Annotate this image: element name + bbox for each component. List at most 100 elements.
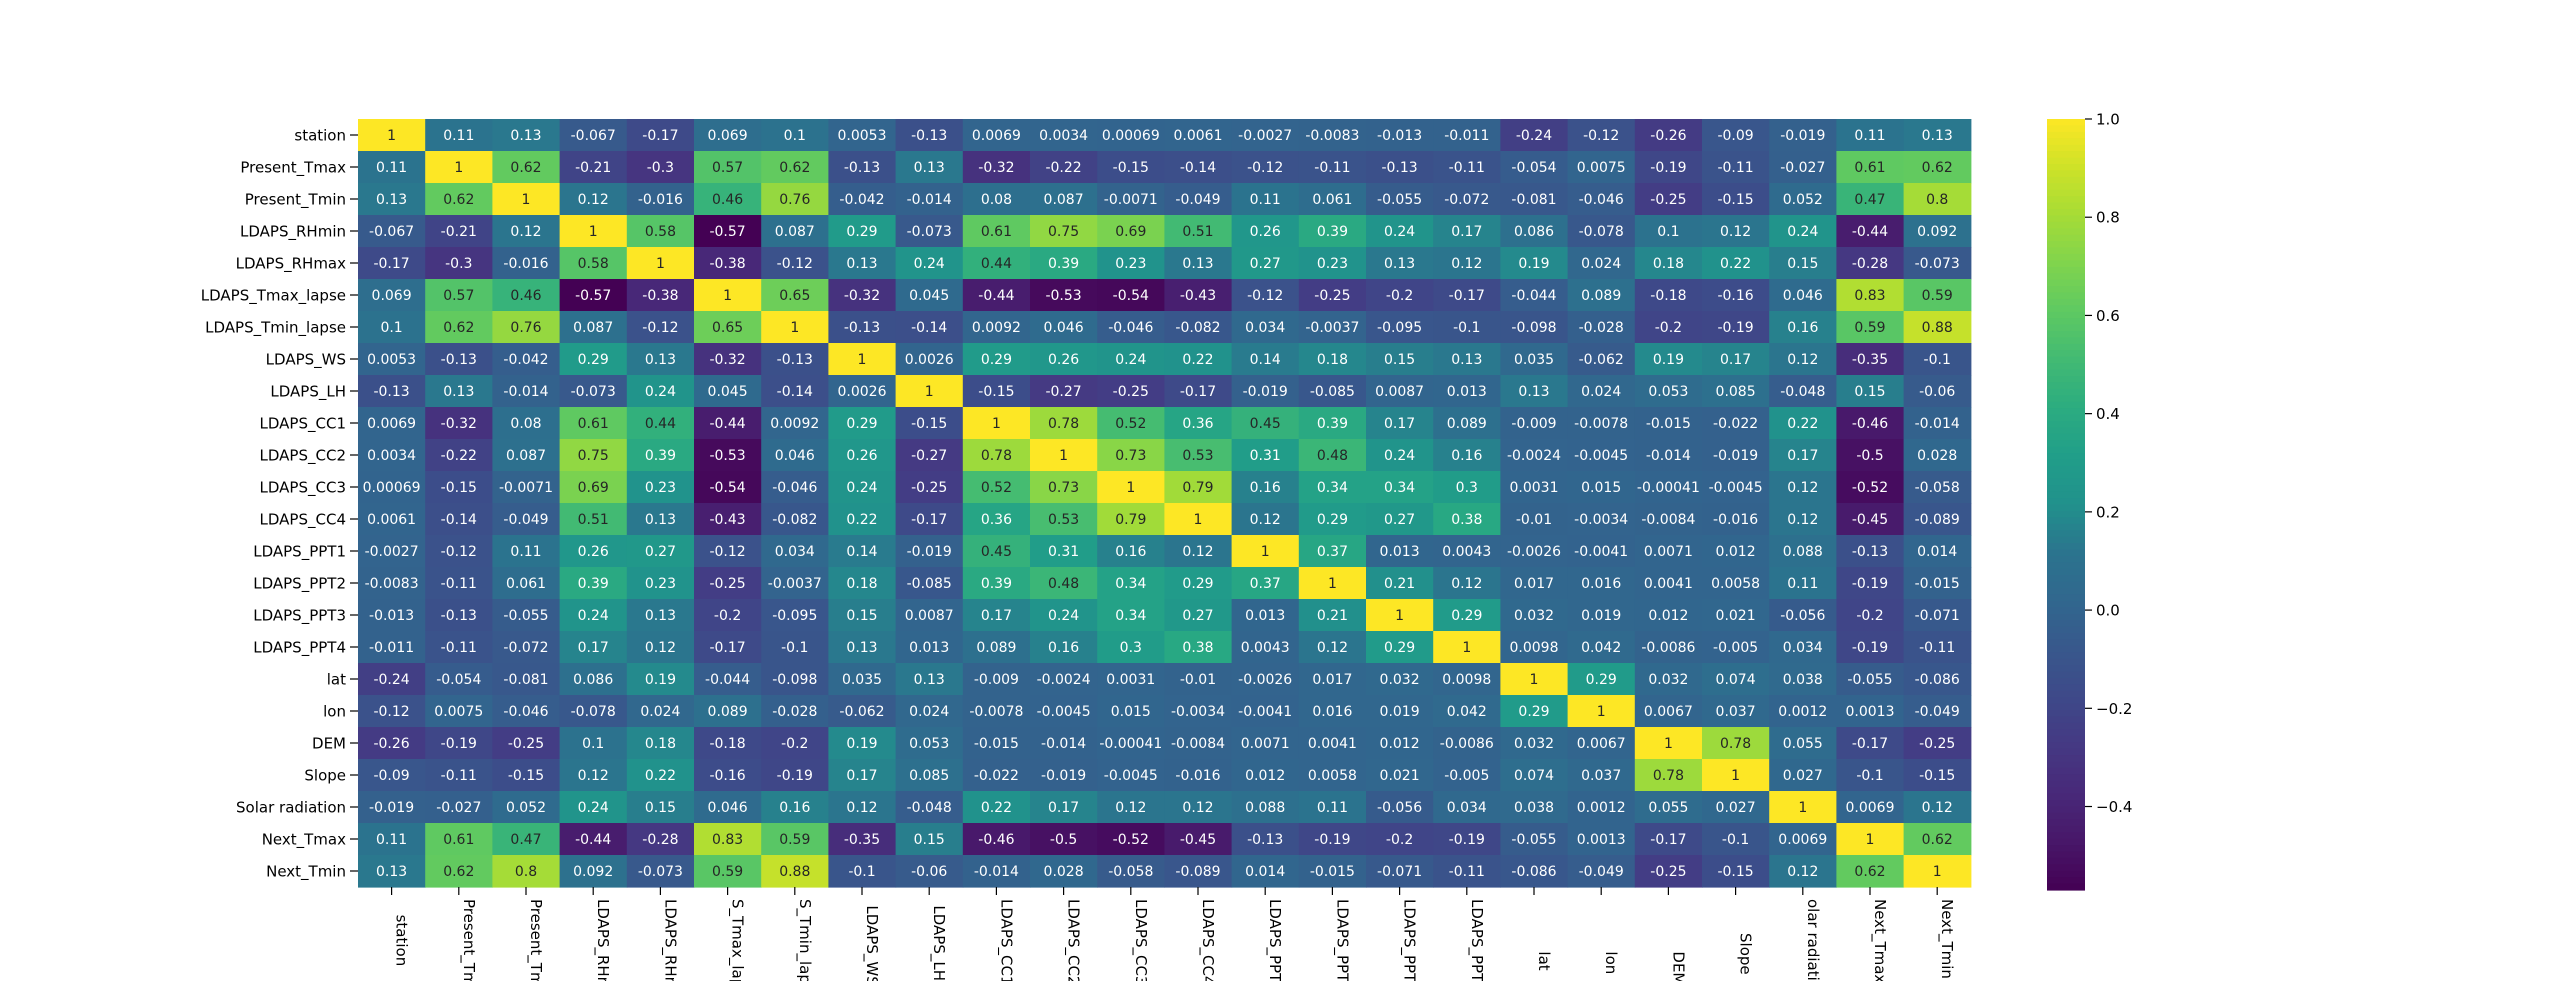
- heatmap-cell: [626, 375, 695, 408]
- cell-annotation: -0.13: [844, 320, 880, 336]
- heatmap-cell: [1097, 311, 1165, 344]
- colorbar-segment: [2047, 478, 2085, 486]
- colorbar-segment: [2047, 575, 2085, 583]
- heatmap-cell: [1433, 311, 1501, 344]
- cell-annotation: 0.39: [1048, 256, 1079, 272]
- heatmap-cell: [425, 279, 493, 312]
- cell-annotation: -0.13: [441, 352, 477, 368]
- colorbar-segment: [2047, 588, 2085, 596]
- heatmap-cell: [1500, 311, 1569, 344]
- heatmap-cell: [1030, 695, 1098, 728]
- cell-annotation: -0.12: [777, 256, 813, 272]
- heatmap-cell: [1769, 695, 1837, 728]
- cell-annotation: -0.081: [1511, 192, 1556, 208]
- cell-annotation: 0.046: [1044, 320, 1084, 336]
- cell-annotation: -0.43: [1180, 288, 1216, 304]
- heatmap-cell: [1500, 439, 1569, 472]
- cell-annotation: 0.12: [1787, 512, 1818, 528]
- cell-annotation: 0.26: [1250, 224, 1281, 240]
- cell-annotation: -0.022: [1713, 416, 1758, 432]
- heatmap-cell: [828, 311, 897, 344]
- heatmap-cell: [1097, 695, 1165, 728]
- heatmap-cell: [895, 759, 964, 792]
- cell-annotation: -0.073: [907, 224, 952, 240]
- y-tick-label: LDAPS_RHmin: [240, 223, 346, 242]
- heatmap-cell: [761, 567, 829, 600]
- heatmap-cell: [358, 375, 426, 408]
- cell-annotation: 0.1: [1657, 224, 1679, 240]
- heatmap-cell: [358, 855, 426, 888]
- colorbar-segment: [2047, 215, 2085, 223]
- colorbar-segment: [2047, 536, 2085, 544]
- cell-annotation: 0.012: [1648, 608, 1688, 624]
- colorbar-segment: [2047, 151, 2085, 159]
- heatmap-cell: [626, 439, 695, 472]
- cell-annotation: -0.0078: [969, 704, 1023, 720]
- heatmap-cell: [1836, 439, 1905, 472]
- cell-annotation: 0.17: [846, 768, 877, 784]
- colorbar-segment: [2047, 163, 2085, 171]
- colorbar-segment: [2047, 812, 2085, 820]
- heatmap-cell: [1366, 215, 1434, 248]
- heatmap-cell: [1836, 855, 1905, 888]
- heatmap-cell: [828, 791, 897, 824]
- cell-annotation: -0.016: [1713, 512, 1758, 528]
- cell-annotation: -0.17: [709, 640, 745, 656]
- heatmap-cell: [1298, 407, 1367, 440]
- cell-annotation: -0.0071: [1104, 192, 1158, 208]
- cell-annotation: 0.24: [846, 480, 877, 496]
- heatmap-cell: [492, 471, 561, 504]
- cell-annotation: 1: [1126, 480, 1135, 496]
- heatmap-cell: [761, 855, 829, 888]
- colorbar-segment: [2047, 877, 2085, 885]
- heatmap-cell: [962, 183, 1031, 216]
- heatmap-cell: [425, 695, 493, 728]
- cell-annotation: -0.2: [1856, 608, 1883, 624]
- cell-annotation: 0.15: [846, 608, 877, 624]
- colorbar-segment: [2047, 851, 2085, 859]
- cell-annotation: 0.12: [1451, 256, 1482, 272]
- cell-annotation: -0.049: [1579, 864, 1624, 880]
- colorbar-segment: [2047, 729, 2085, 737]
- cell-annotation: 0.074: [1716, 672, 1756, 688]
- heatmap-cell: [1298, 567, 1367, 600]
- heatmap-cell: [828, 727, 897, 760]
- heatmap-cell: [1769, 471, 1837, 504]
- cell-annotation: -0.19: [1314, 832, 1350, 848]
- heatmap-cell: [1634, 439, 1703, 472]
- colorbar-segment: [2047, 305, 2085, 313]
- cell-annotation: 0.0034: [1039, 128, 1088, 144]
- colorbar-segment: [2047, 176, 2085, 184]
- heatmap-cell: [1500, 183, 1569, 216]
- heatmap-cell: [761, 823, 829, 856]
- colorbar-segment: [2047, 883, 2085, 891]
- cell-annotation: -0.098: [772, 672, 817, 688]
- colorbar-segment: [2047, 221, 2085, 229]
- heatmap-cell: [962, 855, 1031, 888]
- colorbar-tick-label: 0.0: [2096, 602, 2120, 620]
- cell-annotation: -0.055: [1377, 192, 1422, 208]
- cell-annotation: 0.042: [1581, 640, 1621, 656]
- heatmap-cell: [1231, 407, 1300, 440]
- heatmap-cell: [828, 215, 897, 248]
- heatmap-cell: [1702, 343, 1770, 376]
- y-tick-label: DEM: [312, 735, 346, 753]
- x-tick-label: LDAPS_CC3: [1131, 899, 1150, 981]
- heatmap-cell: [828, 631, 897, 664]
- heatmap-cell: [1769, 503, 1837, 536]
- cell-annotation: -0.0045: [1574, 448, 1628, 464]
- heatmap-cell: [492, 311, 561, 344]
- colorbar-tick-label: −0.2: [2096, 700, 2132, 718]
- cell-annotation: 0.13: [1384, 256, 1415, 272]
- heatmap-cell: [1769, 663, 1837, 696]
- heatmap-cell: [559, 311, 628, 344]
- heatmap-cell: [425, 343, 493, 376]
- heatmap-cell: [1164, 599, 1233, 632]
- cell-annotation: -0.086: [1915, 672, 1960, 688]
- cell-annotation: 1: [1261, 544, 1270, 560]
- heatmap-cell: [1030, 311, 1098, 344]
- heatmap-cell: [358, 183, 426, 216]
- heatmap-cell: [492, 215, 561, 248]
- cell-annotation: -0.32: [844, 288, 880, 304]
- x-tick-label: LDAPS_CC2: [1064, 899, 1083, 981]
